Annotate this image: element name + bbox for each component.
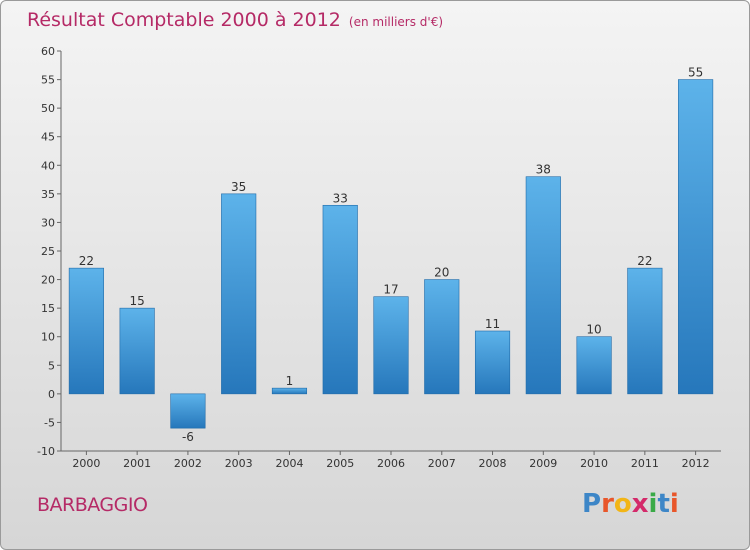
bar-2005[interactable] [323, 205, 358, 394]
logo-letter: o [614, 489, 632, 519]
x-tick-label-2009: 2009 [529, 457, 557, 470]
y-tick-label: 60 [41, 45, 55, 58]
bar-2012[interactable] [678, 80, 713, 394]
logo-letter: i [649, 489, 658, 519]
x-tick-label-2008: 2008 [479, 457, 507, 470]
bar-2004[interactable] [272, 388, 307, 394]
data-label-2005: 33 [333, 191, 348, 205]
bar-2011[interactable] [628, 268, 663, 394]
y-tick-label: 20 [41, 274, 55, 287]
logo-letter: P [582, 489, 601, 519]
bar-2007[interactable] [425, 280, 460, 394]
y-tick-label: 0 [48, 388, 55, 401]
x-tick-label-2001: 2001 [123, 457, 151, 470]
y-tick-label: 35 [41, 188, 55, 201]
data-label-2010: 10 [586, 323, 601, 337]
logo-letter: t [657, 489, 669, 519]
data-label-2011: 22 [637, 254, 652, 268]
bar-2010[interactable] [577, 337, 612, 394]
proxiti-logo[interactable]: Proxiti [582, 489, 679, 519]
data-label-2007: 20 [434, 266, 449, 280]
data-label-2004: 1 [286, 374, 294, 388]
bar-chart: -10 -5 0 5 10 15 20 25 30 35 40 45 50 55 60 22 15 -6 35 1 3… [1, 1, 750, 550]
x-tick-label-2012: 2012 [682, 457, 710, 470]
y-tick-label: -5 [44, 416, 55, 429]
x-tick-label-2010: 2010 [580, 457, 608, 470]
bar-2008[interactable] [475, 331, 510, 394]
logo-letter: x [632, 489, 649, 519]
bar-2001[interactable] [120, 308, 155, 394]
x-tick-label-2005: 2005 [326, 457, 354, 470]
data-label-2002: -6 [182, 430, 194, 444]
y-tick-label: 10 [41, 331, 55, 344]
bar-2003[interactable] [221, 194, 256, 394]
x-tick-label-2000: 2000 [72, 457, 100, 470]
y-tick-label: 25 [41, 245, 55, 258]
data-label-2009: 38 [536, 163, 551, 177]
x-tick-label-2006: 2006 [377, 457, 405, 470]
commune-name: BARBAGGIO [37, 494, 147, 516]
bar-2000[interactable] [69, 268, 104, 394]
y-tick-label: -10 [37, 445, 55, 458]
logo-letter: r [601, 489, 614, 519]
x-tick-label-2011: 2011 [631, 457, 659, 470]
chart-frame: Résultat Comptable 2000 à 2012 (en millie… [0, 0, 750, 550]
y-tick-label: 45 [41, 131, 55, 144]
logo-letter: i [670, 489, 679, 519]
data-label-2006: 17 [383, 283, 398, 297]
bar-2006[interactable] [374, 297, 409, 394]
y-tick-label: 15 [41, 302, 55, 315]
data-label-2001: 15 [130, 294, 145, 308]
data-label-2012: 55 [688, 66, 703, 80]
y-tick-label: 30 [41, 216, 55, 229]
bar-2002[interactable] [171, 394, 206, 428]
y-tick-label: 50 [41, 102, 55, 115]
data-label-2003: 35 [231, 180, 246, 194]
y-tick-label: 40 [41, 159, 55, 172]
data-label-2000: 22 [79, 254, 94, 268]
x-tick-label-2004: 2004 [275, 457, 303, 470]
x-tick-label-2003: 2003 [225, 457, 253, 470]
x-tick-label-2007: 2007 [428, 457, 456, 470]
data-label-2008: 11 [485, 317, 500, 331]
x-tick-label-2002: 2002 [174, 457, 202, 470]
y-tick-label: 55 [41, 74, 55, 87]
y-tick-label: 5 [48, 359, 55, 372]
bar-2009[interactable] [526, 177, 561, 394]
